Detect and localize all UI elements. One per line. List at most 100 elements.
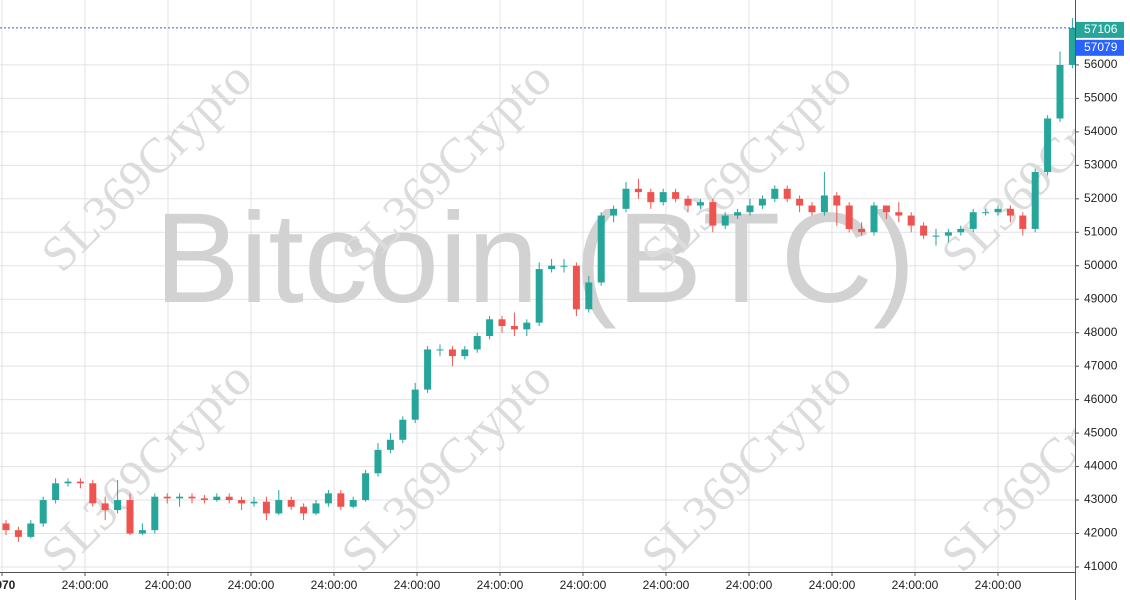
candle-body (52, 483, 60, 501)
y-tick-label: 50000 (1084, 258, 1118, 272)
y-tick-label: 49000 (1084, 291, 1118, 305)
candle-body (89, 483, 97, 504)
candle-body (200, 498, 208, 501)
candle-body (473, 336, 481, 350)
candle-body (796, 198, 804, 206)
candle-body (287, 500, 295, 507)
candle-body (448, 349, 456, 357)
y-tick-label: 54000 (1084, 124, 1118, 138)
candle-body (870, 205, 878, 233)
candle-body (535, 269, 543, 323)
x-tick-label: 24:00:00 (560, 578, 607, 592)
y-tick-label: 53000 (1084, 158, 1118, 172)
candle-body (982, 212, 990, 214)
candle-body (622, 188, 630, 209)
candle-body (572, 265, 580, 310)
candle-body (597, 215, 605, 283)
candle-body (126, 500, 134, 534)
price-tag-label: 57106 (1084, 22, 1118, 36)
candle-body (659, 192, 667, 203)
x-tick-label: 24:00:00 (975, 578, 1022, 592)
candle-body (920, 225, 928, 236)
candle-body (262, 501, 270, 514)
candle-body (1056, 64, 1064, 119)
candle-body (610, 208, 618, 216)
candle-body (944, 232, 952, 236)
price-tag-label: 57079 (1084, 40, 1118, 54)
candle-body (932, 235, 940, 237)
candle-body (585, 282, 593, 310)
candle-body (845, 205, 853, 229)
x-tick-label: 24:00:00 (228, 578, 275, 592)
y-tick-label: 47000 (1084, 358, 1118, 372)
candle-body (1006, 208, 1014, 216)
candle-body (138, 530, 146, 534)
candle-body (250, 501, 258, 504)
y-tick-label: 51000 (1084, 224, 1118, 238)
candle-body (2, 523, 10, 531)
candle-body (820, 195, 828, 213)
candle-body (27, 523, 35, 537)
y-tick-label: 55000 (1084, 91, 1118, 105)
candle-body (808, 205, 816, 213)
candle-body (771, 188, 779, 199)
candle-body (833, 195, 841, 206)
candle-body (486, 319, 494, 337)
x-tick-label: 24:00:00 (311, 578, 358, 592)
candle-body (151, 496, 159, 531)
candle-body (858, 228, 866, 233)
candle-body (101, 503, 109, 511)
candle-body (746, 205, 754, 213)
price-tag (1076, 21, 1124, 38)
candle-body (14, 530, 22, 537)
price-tag (1076, 39, 1124, 56)
candle-body (1068, 27, 1076, 65)
candle-body (114, 500, 122, 511)
candle-body (548, 265, 556, 270)
x-tick-label: 24:00:00 (477, 578, 524, 592)
x-tick-label: 24:00:00 (145, 578, 192, 592)
candle-body (238, 500, 246, 504)
candle-body (696, 202, 704, 206)
candle-body (1031, 172, 1039, 229)
candle-body (349, 500, 357, 507)
candle-body (163, 496, 171, 499)
candle-body (634, 188, 642, 193)
candle-body (783, 188, 791, 199)
candle-body (64, 481, 72, 484)
candle-body (684, 198, 692, 206)
candle-body (709, 202, 717, 226)
x-axis-bg (0, 572, 1130, 600)
candle-body (882, 205, 890, 213)
y-tick-label: 45000 (1084, 425, 1118, 439)
candle-body (362, 473, 370, 501)
y-tick-label: 52000 (1084, 191, 1118, 205)
candle-body (672, 192, 680, 199)
candle-body (324, 493, 332, 504)
candle-body (411, 389, 419, 420)
candle-body (957, 228, 965, 233)
candle-body (721, 215, 729, 226)
candle-body (560, 265, 568, 267)
x-tick-label: 24:00:00 (643, 578, 690, 592)
candle-body (374, 449, 382, 474)
y-tick-label: 43000 (1084, 492, 1118, 506)
x-tick-label: 24:00:00 (62, 578, 109, 592)
candle-body (300, 506, 308, 514)
candle-body (188, 496, 196, 499)
candle-body (969, 212, 977, 229)
candle-body (386, 439, 394, 450)
y-tick-label: 56000 (1084, 57, 1118, 71)
candle-body (275, 500, 283, 514)
x-tick-label: 24:00:00 (892, 578, 939, 592)
candle-body (225, 496, 233, 501)
candle-body (1019, 215, 1027, 229)
candle-body (994, 208, 1002, 213)
candle-body (337, 493, 345, 507)
x-tick-label: 24:00:00 (809, 578, 856, 592)
candle-body (510, 325, 518, 330)
candle-body (895, 212, 903, 216)
candle-body (523, 322, 531, 330)
y-tick-label: 44000 (1084, 459, 1118, 473)
candle-body (734, 212, 742, 216)
